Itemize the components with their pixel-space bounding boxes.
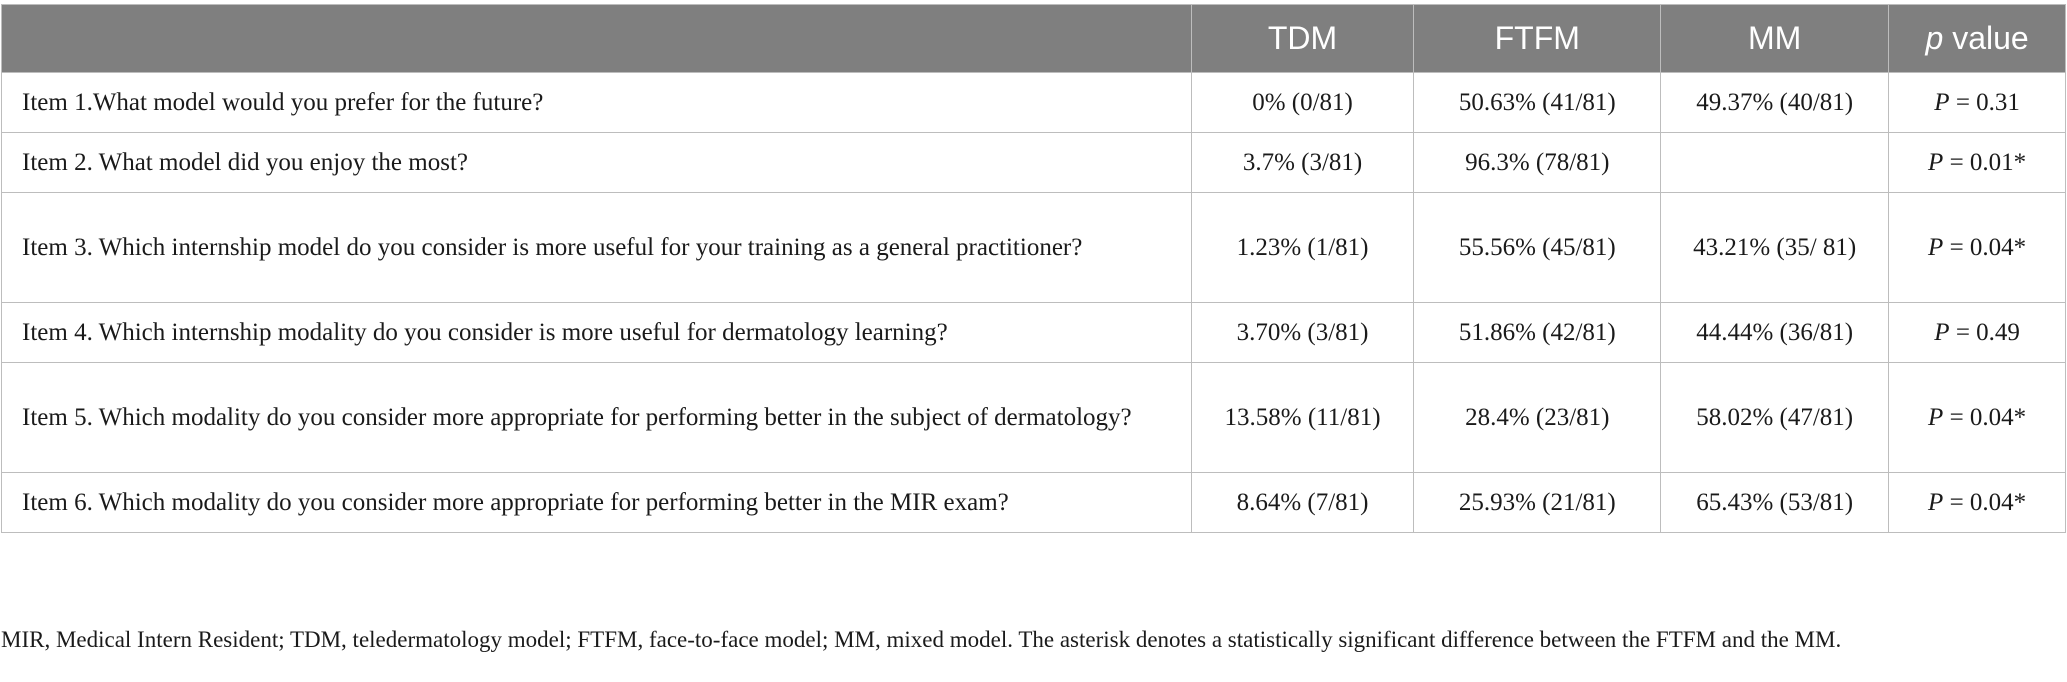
item-question: Item 6. Which modality do you consider m…	[1, 472, 1192, 533]
tdm-value: 3.7% (3/81)	[1190, 132, 1415, 193]
table-row: Item 2. What model did you enjoy the mos…	[1, 132, 2066, 193]
item-question: Item 5. Which modality do you consider m…	[1, 362, 1192, 473]
tdm-value: 13.58% (11/81)	[1190, 362, 1415, 473]
p-letter: P	[1928, 488, 1944, 516]
header-ftfm: FTFM	[1413, 4, 1662, 73]
header-item	[1, 4, 1192, 73]
results-table: TDM FTFM MM p value Item 1.What model wo…	[1, 4, 2066, 533]
p-value: P = 0.01*	[1888, 132, 2066, 193]
tdm-value: 0% (0/81)	[1190, 72, 1415, 133]
mm-value: 43.21% (35/ 81)	[1660, 192, 1890, 303]
p-number: = 0.04*	[1943, 403, 2027, 431]
p-letter: P	[1934, 88, 1950, 116]
header-mm: MM	[1660, 4, 1890, 73]
p-value: P = 0.04*	[1888, 192, 2066, 303]
header-p-value: p value	[1888, 4, 2066, 73]
mm-value	[1660, 132, 1890, 193]
p-letter: P	[1934, 318, 1950, 346]
ftfm-value: 50.63% (41/81)	[1413, 72, 1662, 133]
p-number: = 0.49	[1949, 318, 2020, 346]
mm-value: 49.37% (40/81)	[1660, 72, 1890, 133]
table-footnote: MIR, Medical Intern Resident; TDM, teled…	[1, 627, 1842, 652]
item-question: Item 3. Which internship model do you co…	[1, 192, 1192, 303]
p-value: P = 0.04*	[1888, 472, 2066, 533]
mm-value: 44.44% (36/81)	[1660, 302, 1890, 363]
p-letter: P	[1928, 403, 1944, 431]
mm-value: 58.02% (47/81)	[1660, 362, 1890, 473]
header-p-letter: p	[1925, 20, 1944, 56]
header-row: TDM FTFM MM p value	[1, 4, 2066, 73]
ftfm-value: 28.4% (23/81)	[1413, 362, 1662, 473]
tdm-value: 1.23% (1/81)	[1190, 192, 1415, 303]
p-value: P = 0.31	[1888, 72, 2066, 133]
ftfm-value: 96.3% (78/81)	[1413, 132, 1662, 193]
table-header: TDM FTFM MM p value	[1, 4, 2066, 73]
p-letter: P	[1928, 233, 1944, 261]
ftfm-value: 25.93% (21/81)	[1413, 472, 1662, 533]
header-p-label: value	[1943, 20, 2029, 56]
item-question: Item 4. Which internship modality do you…	[1, 302, 1192, 363]
p-letter: P	[1928, 148, 1944, 176]
p-number: = 0.04*	[1943, 233, 2027, 261]
p-value: P = 0.49	[1888, 302, 2066, 363]
tdm-value: 3.70% (3/81)	[1190, 302, 1415, 363]
p-value: P = 0.04*	[1888, 362, 2066, 473]
table-row: Item 1.What model would you prefer for t…	[1, 72, 2066, 133]
p-number: = 0.04*	[1943, 488, 2027, 516]
header-tdm: TDM	[1190, 4, 1415, 73]
item-question: Item 1.What model would you prefer for t…	[1, 72, 1192, 133]
p-number: = 0.31	[1949, 88, 2020, 116]
p-number: = 0.01*	[1943, 148, 2027, 176]
table-row: Item 3. Which internship model do you co…	[1, 192, 2066, 303]
tdm-value: 8.64% (7/81)	[1190, 472, 1415, 533]
ftfm-value: 55.56% (45/81)	[1413, 192, 1662, 303]
table-body: Item 1.What model would you prefer for t…	[1, 72, 2066, 533]
mm-value: 65.43% (53/81)	[1660, 472, 1890, 533]
table-row: Item 6. Which modality do you consider m…	[1, 472, 2066, 533]
ftfm-value: 51.86% (42/81)	[1413, 302, 1662, 363]
item-question: Item 2. What model did you enjoy the mos…	[1, 132, 1192, 193]
table-row: Item 5. Which modality do you consider m…	[1, 362, 2066, 473]
table-row: Item 4. Which internship modality do you…	[1, 302, 2066, 363]
